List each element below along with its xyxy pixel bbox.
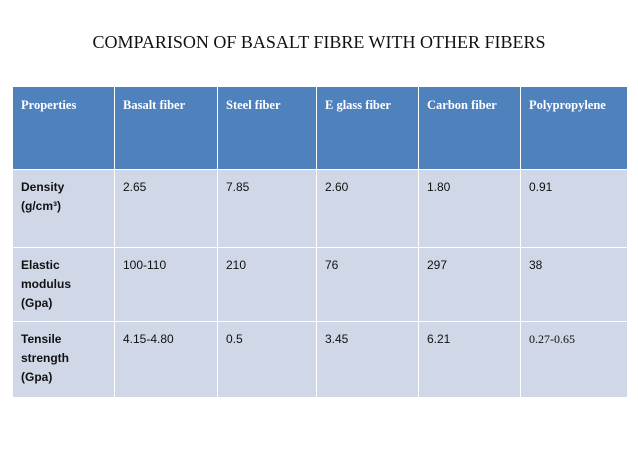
value-polypropylene: 0.91 <box>520 169 628 248</box>
table-header-row: Properties Basalt fiber Steel fiber E gl… <box>12 86 628 170</box>
property-line: (Gpa) <box>21 296 53 310</box>
value-steel: 7.85 <box>217 169 317 248</box>
property-cell: Tensile strength (Gpa) <box>12 321 115 398</box>
property-line: (g/cm³) <box>21 199 61 213</box>
comparison-table: Properties Basalt fiber Steel fiber E gl… <box>12 86 628 398</box>
value-carbon: 1.80 <box>418 169 521 248</box>
value-e-glass: 76 <box>316 247 419 322</box>
value-steel: 0.5 <box>217 321 317 398</box>
property-line: Elastic <box>21 258 60 272</box>
property-line: Density <box>21 180 65 194</box>
table-row-tensile-strength: Tensile strength (Gpa) 4.15-4.80 0.5 3.4… <box>12 321 628 398</box>
slide-title: COMPARISON OF BASALT FIBRE WITH OTHER FI… <box>92 32 546 52</box>
value-basalt: 2.65 <box>114 169 218 248</box>
value-carbon: 6.21 <box>418 321 521 398</box>
property-line: (Gpa) <box>21 370 53 384</box>
value-basalt: 4.15-4.80 <box>114 321 218 398</box>
table-row-density: Density (g/cm³) 2.65 7.85 2.60 1.80 0.91 <box>12 169 628 248</box>
property-line: Tensile <box>21 332 62 346</box>
value-e-glass: 2.60 <box>316 169 419 248</box>
value-polypropylene: 38 <box>520 247 628 322</box>
value-e-glass: 3.45 <box>316 321 419 398</box>
table-row-elastic-modulus: Elastic modulus (Gpa) 100-110 210 76 297… <box>12 247 628 322</box>
header-e-glass-fiber: E glass fiber <box>316 86 419 170</box>
property-cell: Density (g/cm³) <box>12 169 115 248</box>
property-cell: Elastic modulus (Gpa) <box>12 247 115 322</box>
value-basalt: 100-110 <box>114 247 218 322</box>
property-line: strength <box>21 351 69 365</box>
header-steel-fiber: Steel fiber <box>217 86 317 170</box>
property-line: modulus <box>21 277 71 291</box>
header-polypropylene: Polypropylene <box>520 86 628 170</box>
value-polypropylene: 0.27-0.65 <box>520 321 628 398</box>
value-steel: 210 <box>217 247 317 322</box>
header-properties: Properties <box>12 86 115 170</box>
header-carbon-fiber: Carbon fiber <box>418 86 521 170</box>
value-carbon: 297 <box>418 247 521 322</box>
header-basalt-fiber: Basalt fiber <box>114 86 218 170</box>
